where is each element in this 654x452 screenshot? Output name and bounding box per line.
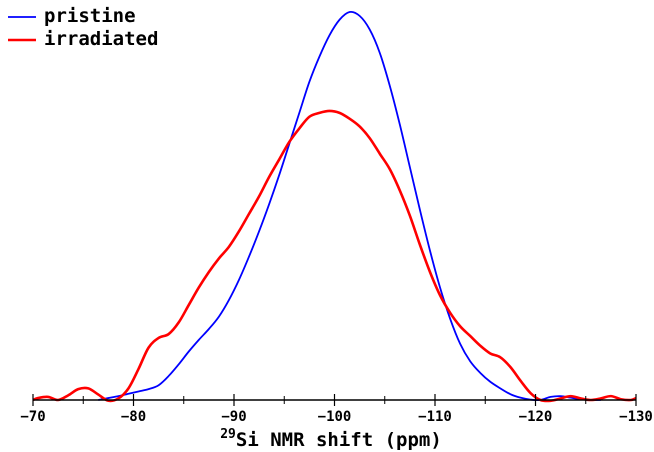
- series-line-pristine: [98, 10, 601, 402]
- x-axis-label-superscript: 29: [220, 427, 236, 442]
- x-ticks-group: −70 −80 −90 −100 −110 −120 −130: [20, 394, 653, 425]
- x-axis-label-main: Si NMR shift (ppm): [236, 429, 442, 451]
- legend-label-pristine: pristine: [44, 5, 136, 27]
- x-tick-label: −80: [121, 409, 146, 425]
- x-tick-label: −70: [20, 409, 45, 425]
- series-line-irradiated: [32, 109, 637, 403]
- curves-group: [32, 10, 637, 403]
- x-axis-label: 29Si NMR shift (ppm): [220, 427, 442, 451]
- x-tick-label: −90: [221, 409, 246, 425]
- legend-label-irradiated: irradiated: [44, 28, 158, 50]
- x-tick-label: −130: [619, 409, 653, 425]
- x-tick-label: −110: [418, 409, 452, 425]
- x-tick-label: −120: [519, 409, 553, 425]
- x-tick-label: −100: [318, 409, 352, 425]
